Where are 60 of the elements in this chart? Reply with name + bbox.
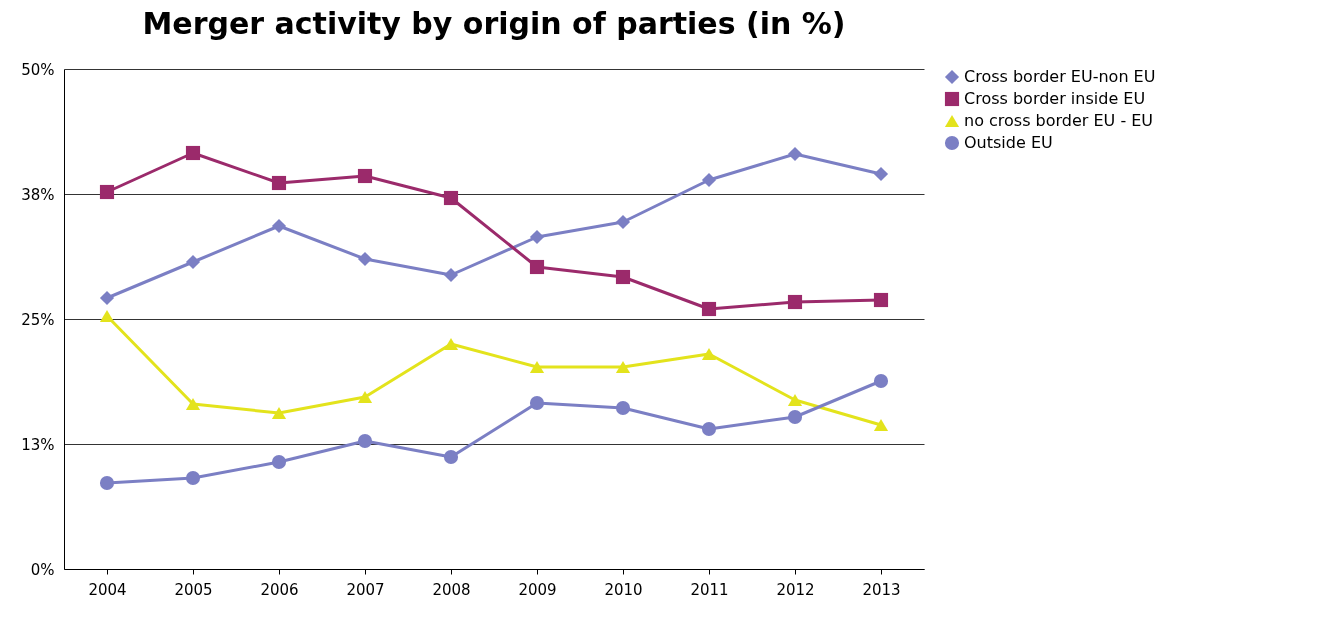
point <box>615 400 631 416</box>
point <box>873 373 889 389</box>
x-tick-label: 2010 <box>604 580 643 599</box>
point <box>271 218 287 234</box>
point <box>873 292 889 308</box>
point <box>271 175 287 191</box>
point <box>701 347 717 361</box>
point <box>787 146 803 162</box>
point <box>357 390 373 404</box>
point <box>271 406 287 420</box>
point <box>873 418 889 432</box>
point <box>271 454 287 470</box>
point <box>443 267 459 283</box>
point <box>529 360 545 374</box>
point <box>99 309 115 323</box>
point <box>787 393 803 407</box>
point <box>443 337 459 351</box>
point <box>615 360 631 374</box>
legend-label: Cross border inside EU <box>964 89 1146 108</box>
point <box>701 421 717 437</box>
x-tick-label: 2007 <box>346 580 385 599</box>
point <box>701 172 717 188</box>
point <box>701 301 717 317</box>
point <box>357 251 373 267</box>
legend-label: no cross border EU - EU <box>964 111 1154 130</box>
point <box>99 184 115 200</box>
point <box>185 470 201 486</box>
x-tick-label: 2008 <box>432 580 471 599</box>
x-tick-label: 2012 <box>776 580 815 599</box>
y-tick-label: 25% <box>21 310 55 329</box>
point <box>529 395 545 411</box>
legend-label: Cross border EU-non EU <box>964 67 1156 86</box>
x-tick-label: 2009 <box>518 580 557 599</box>
x-tick-label: 2005 <box>174 580 213 599</box>
y-tick-label: 0% <box>30 560 55 579</box>
y-tick-label: 38% <box>21 185 55 204</box>
point <box>357 168 373 184</box>
x-tick-label: 2004 <box>88 580 127 599</box>
point <box>787 409 803 425</box>
point <box>615 269 631 285</box>
point <box>873 166 889 182</box>
x-tick-label: 2011 <box>690 580 729 599</box>
point <box>185 145 201 161</box>
point <box>185 254 201 270</box>
point <box>99 475 115 491</box>
legend-label: Outside EU <box>964 133 1053 152</box>
x-tick-label: 2006 <box>260 580 299 599</box>
point <box>529 259 545 275</box>
point <box>99 290 115 306</box>
x-tick-label: 2013 <box>862 580 901 599</box>
point <box>529 229 545 245</box>
point <box>443 449 459 465</box>
point <box>357 433 373 449</box>
point <box>615 214 631 230</box>
point <box>443 190 459 206</box>
point <box>185 397 201 411</box>
chart-title: Merger activity by origin of parties (in %) <box>142 6 846 41</box>
point <box>787 294 803 310</box>
y-tick-label: 50% <box>21 60 55 79</box>
y-tick-label: 13% <box>21 435 55 454</box>
